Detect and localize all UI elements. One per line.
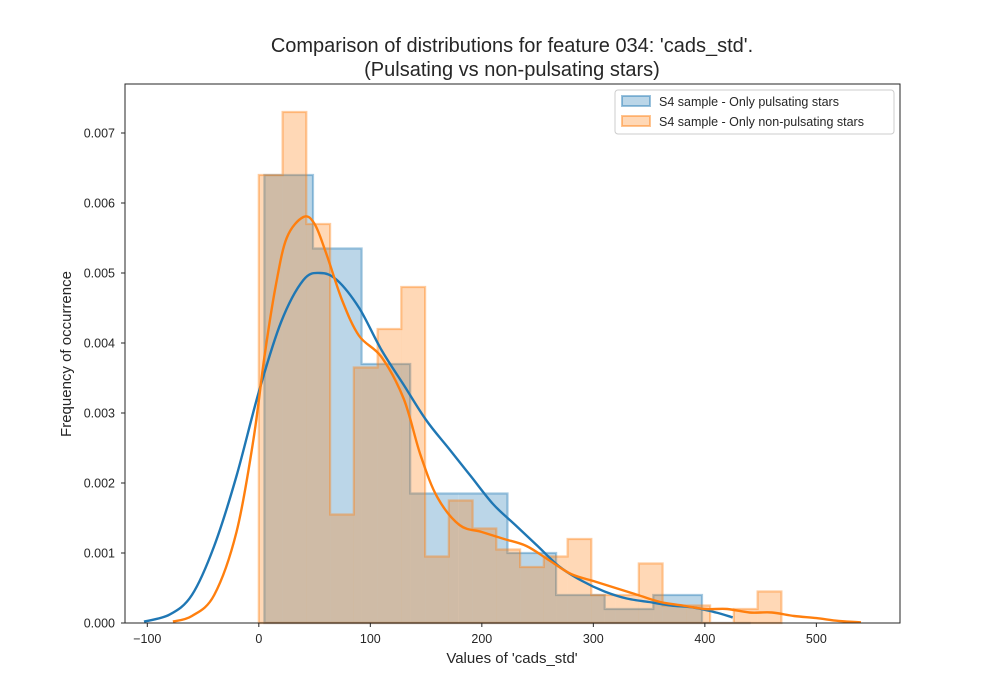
hist-bar-series-1-bin-10 [496,549,521,623]
plot-frame [124,83,901,624]
x-tick-label: 100 [360,632,381,646]
x-axis-label: Values of 'cads_std' [446,650,577,667]
legend-swatch-pulsating [621,95,651,107]
hist-bar-series-1-bin-1 [282,112,307,623]
hist-bar-series-1-bin-5 [377,329,402,623]
hist-bar-series-0-bin-4 [458,493,508,623]
kde-line-series-1 [172,215,862,624]
hist-bar-series-0-bin-0 [264,175,313,623]
y-tick-label: 0.004 [84,337,115,351]
hist-bar-series-1-bin-8 [448,500,473,623]
x-tick-label: 300 [583,632,604,646]
chart-subtitle: (Pulsating vs non-pulsating stars) [364,59,660,81]
hist-bar-series-1-bin-0 [258,175,283,623]
hist-bar-series-0-bin-5 [507,553,557,623]
y-tick-label: 0.002 [84,477,115,491]
x-tick-label: 0 [255,632,262,646]
hist-bar-series-1-bin-15 [615,595,639,623]
x-axis-ticks: −100 0 100 200 300 400 500 [133,623,827,646]
hist-outline-series-1 [257,110,783,625]
hist-bar-series-1-bin-6 [401,287,426,623]
hist-bar-series-0-bin-7 [604,609,654,623]
hist-bar-series-1-bin-2 [306,224,331,623]
hist-bar-series-1-bin-13 [567,539,592,623]
hist-bar-series-1-bin-4 [353,367,378,623]
hist-bar-series-0-bin-8 [653,595,702,623]
plot-series [143,110,862,625]
hist-bar-series-1-bin-9 [472,528,497,623]
y-tick-label: 0.000 [84,617,115,631]
legend-box [614,89,895,135]
legend-label-non-pulsating: S4 sample - Only non-pulsating stars [659,115,864,129]
hist-bar-series-0-bin-6 [556,595,605,623]
hist-bar-series-1-bin-21 [757,591,782,623]
legend: S4 sample - Only pulsating stars S4 samp… [614,89,895,135]
hist-bar-series-1-bin-11 [520,567,544,623]
hist-bar-series-1-bin-3 [330,514,354,623]
x-tick-label: −100 [133,632,161,646]
hist-bar-series-1-bin-17 [662,605,687,623]
y-tick-label: 0.007 [84,127,115,141]
hist-bar-series-1-bin-16 [638,563,663,623]
y-tick-label: 0.005 [84,267,115,281]
x-tick-label: 200 [471,632,492,646]
chart-title: Comparison of distributions for feature … [271,35,753,57]
hist-bar-series-1-bin-7 [425,556,449,623]
legend-label-pulsating: S4 sample - Only pulsating stars [659,95,839,109]
x-tick-label: 500 [806,632,827,646]
hist-bar-series-0-bin-1 [313,248,362,623]
y-tick-label: 0.006 [84,197,115,211]
legend-swatch-non-pulsating [621,115,651,127]
y-tick-label: 0.001 [84,547,115,561]
y-axis-label: Frequency of occurrence [58,271,75,437]
y-tick-label: 0.003 [84,407,115,421]
x-tick-label: 400 [694,632,715,646]
hist-bar-series-1-bin-12 [543,556,568,623]
hist-bar-series-1-bin-14 [591,595,616,623]
hist-outline-series-0 [263,173,751,625]
kde-line-series-0 [143,271,734,623]
y-axis-ticks: 0.000 0.001 0.002 0.003 0.004 0.005 0.006 0.007 [84,127,125,631]
hist-bar-series-0-bin-2 [361,364,411,623]
